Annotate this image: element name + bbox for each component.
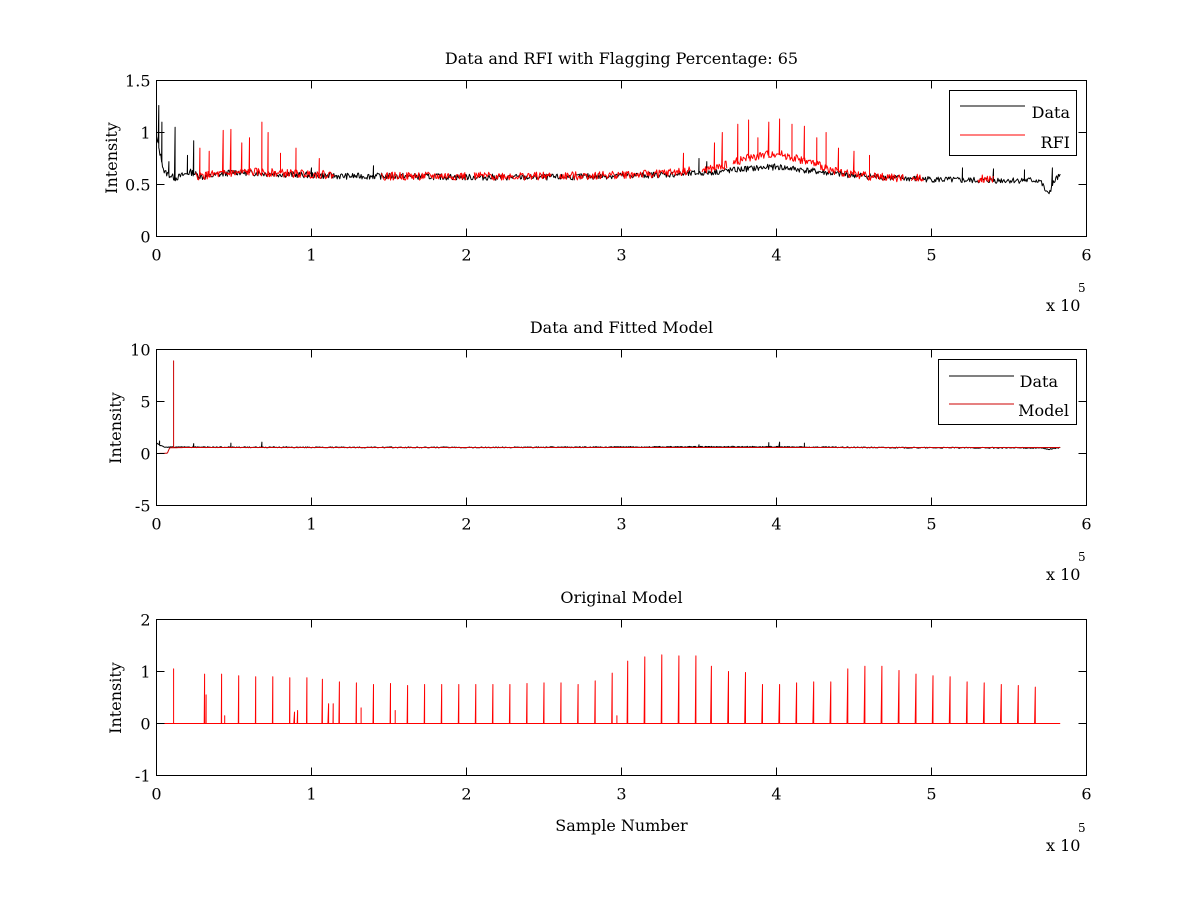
- x-tick-label: 4: [771, 246, 781, 265]
- x-tick-label: 6: [1081, 785, 1091, 804]
- y-tick-label: 0.5: [125, 176, 150, 195]
- subplot-2: Data and Fitted Model Intensity 0 1 2 3 4 5 6 -…: [106, 318, 1092, 584]
- subplot-1-title: Data and RFI with Flagging Percentage: 6…: [445, 49, 798, 68]
- y-tick-label: 10: [130, 341, 150, 360]
- subplot-2-ylabel: Intensity: [106, 392, 125, 464]
- subplot-2-series-model-line: [156, 360, 1061, 454]
- x-tick-label: 3: [616, 515, 626, 534]
- subplot-2-series: [156, 360, 1061, 454]
- x-tick-label: 0: [151, 785, 161, 804]
- subplot-1-series-rfi-line: [194, 118, 994, 183]
- subplot-3-ylabel: Intensity: [106, 662, 125, 734]
- y-tick-label: -5: [135, 497, 151, 516]
- subplot-1-legend-box: [949, 90, 1077, 156]
- x-tick-label: 3: [616, 246, 626, 265]
- x-tick-label: 2: [461, 785, 471, 804]
- subplot-2-legend: Data Model: [938, 359, 1077, 425]
- x-tick-label: 1: [306, 246, 316, 265]
- x-tick-label: 4: [771, 515, 781, 534]
- subplot-2-legend-box: [938, 359, 1077, 425]
- x-tick-label: 5: [926, 246, 936, 265]
- y-tick-label: 1: [140, 124, 150, 143]
- subplot-1-ticks: 0 1 2 3 4 5 6 0 0.5 1 1.5: [125, 72, 1092, 265]
- y-tick-label: 5: [140, 393, 150, 412]
- subplot-1-multiplier-power: 5: [1078, 281, 1086, 295]
- x-tick-label: 1: [306, 515, 316, 534]
- subplot-3-title: Original Model: [560, 588, 682, 607]
- x-tick-label: 3: [616, 785, 626, 804]
- x-tick-label: 6: [1081, 515, 1091, 534]
- subplot-1: Data and RFI with Flagging Percentage: 6…: [102, 49, 1092, 315]
- subplot-2-legend-label-data: Data: [1020, 372, 1059, 391]
- y-tick-label: 1: [140, 663, 150, 682]
- y-tick-label: 0: [140, 445, 150, 464]
- subplot-3-series-model-line: [156, 654, 1061, 724]
- subplot-2-legend-label-model: Model: [1018, 401, 1069, 420]
- subplot-1-ylabel: Intensity: [102, 122, 121, 194]
- subplot-3-x-multiplier: x 10 5: [1046, 821, 1086, 855]
- y-tick-label: 1.5: [125, 72, 150, 91]
- x-tick-label: 2: [461, 515, 471, 534]
- y-tick-label: 0: [140, 228, 150, 247]
- x-tick-label: 6: [1081, 246, 1091, 265]
- x-tick-label: 2: [461, 246, 471, 265]
- y-tick-label: 0: [140, 715, 150, 734]
- x-tick-label: 4: [771, 785, 781, 804]
- subplot-3-multiplier-base: x 10: [1046, 836, 1080, 855]
- subplot-1-series: [156, 105, 1061, 195]
- x-tick-label: 0: [151, 246, 161, 265]
- subplot-3-series: [156, 654, 1061, 724]
- x-tick-label: 5: [926, 785, 936, 804]
- subplot-3-xlabel: Sample Number: [555, 816, 688, 835]
- subplot-3-multiplier-power: 5: [1078, 821, 1086, 835]
- y-tick-label: -1: [135, 767, 151, 786]
- subplot-2-multiplier-power: 5: [1078, 550, 1086, 564]
- subplot-1-legend-label-rfi: RFI: [1041, 133, 1070, 152]
- subplot-2-x-multiplier: x 10 5: [1046, 550, 1086, 584]
- x-tick-label: 0: [151, 515, 161, 534]
- subplot-1-x-multiplier: x 10 5: [1046, 281, 1086, 315]
- y-tick-label: 2: [140, 611, 150, 630]
- subplot-2-multiplier-base: x 10: [1046, 565, 1080, 584]
- subplot-1-legend: Data RFI: [949, 90, 1077, 156]
- x-tick-label: 5: [926, 515, 936, 534]
- subplot-2-title: Data and Fitted Model: [530, 318, 713, 337]
- x-tick-label: 1: [306, 785, 316, 804]
- subplot-1-multiplier-base: x 10: [1046, 296, 1080, 315]
- subplot-1-legend-label-data: Data: [1032, 103, 1071, 122]
